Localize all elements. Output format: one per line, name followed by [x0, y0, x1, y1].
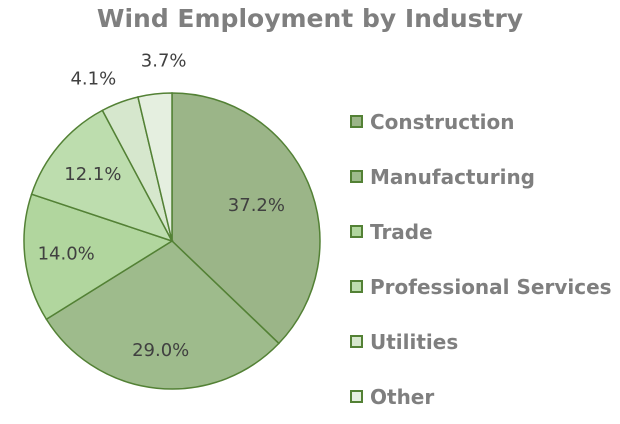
- pie-slice-professional-services: [30, 109, 174, 243]
- legend-label: Manufacturing: [370, 164, 535, 189]
- data-label-trade: 14.0%: [38, 244, 95, 265]
- legend-item-professional-services: Professional Services: [350, 259, 612, 314]
- legend-label: Trade: [370, 219, 433, 244]
- legend-swatch: [350, 280, 363, 293]
- legend-label: Other: [370, 384, 435, 409]
- legend-label: Utilities: [370, 329, 459, 354]
- legend-swatch: [350, 170, 363, 183]
- pie-slice-manufacturing: [45, 240, 280, 390]
- legend-swatch: [350, 115, 363, 128]
- legend-item-trade: Trade: [350, 204, 612, 259]
- data-label-manufacturing: 29.0%: [132, 340, 189, 361]
- legend-swatch: [350, 335, 363, 348]
- legend-item-manufacturing: Manufacturing: [350, 149, 612, 204]
- data-label-professional-services: 12.1%: [64, 164, 121, 185]
- legend-swatch: [350, 390, 363, 403]
- legend-item-construction: Construction: [350, 94, 612, 149]
- pie-slice-trade: [23, 193, 174, 321]
- pie-slice-construction: [171, 92, 321, 345]
- legend-item-other: Other: [350, 369, 612, 424]
- legend-label: Construction: [370, 109, 515, 134]
- data-label-utilities: 4.1%: [70, 68, 116, 89]
- pie-slice-other: [137, 92, 173, 242]
- data-label-construction: 37.2%: [228, 195, 285, 216]
- legend-label: Professional Services: [370, 274, 612, 299]
- legend-swatch: [350, 225, 363, 238]
- chart-legend: Construction Manufacturing Trade Profession…: [350, 94, 612, 424]
- legend-item-utilities: Utilities: [350, 314, 612, 369]
- data-label-other: 3.7%: [141, 51, 187, 72]
- pie-chart: 37.2% 29.0% 14.0% 12.1% 4.1% 3.7%: [23, 51, 321, 390]
- chart-title: Wind Employment by Industry: [96, 4, 524, 33]
